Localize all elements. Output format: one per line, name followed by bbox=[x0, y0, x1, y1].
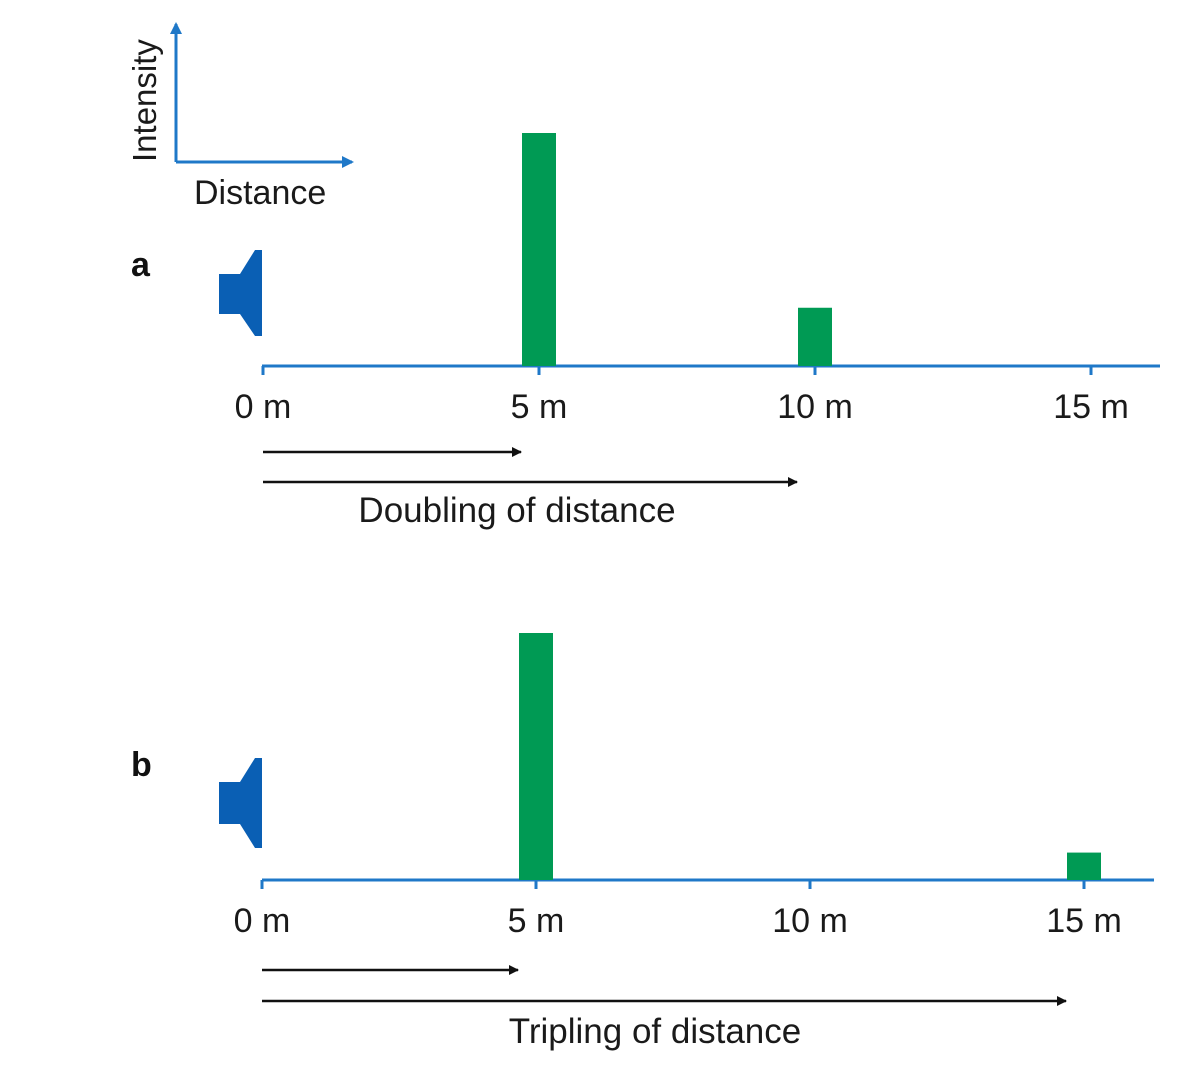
tick-label: 10 m bbox=[777, 388, 853, 426]
panel-caption: Doubling of distance bbox=[358, 491, 675, 530]
legend-x-label: Distance bbox=[194, 174, 326, 212]
tick-label: 10 m bbox=[772, 902, 848, 940]
panel-a: a 0 m 5 m 10 m 15 m Doubling of distance bbox=[131, 133, 1160, 530]
intensity-bar bbox=[798, 307, 832, 366]
intensity-bar bbox=[1067, 852, 1101, 880]
panel-letter: b bbox=[131, 746, 152, 784]
distance-arrows bbox=[262, 965, 1067, 1006]
distance-arrows bbox=[263, 447, 798, 487]
intensity-bar bbox=[519, 633, 553, 880]
speaker-icon bbox=[219, 250, 262, 336]
tick-group: 0 m 5 m 10 m 15 m bbox=[234, 880, 1122, 940]
tick-label: 5 m bbox=[511, 388, 568, 426]
tick-label: 15 m bbox=[1053, 388, 1129, 426]
bar-group bbox=[522, 133, 832, 366]
tick-label: 5 m bbox=[508, 902, 565, 940]
tick-label: 0 m bbox=[235, 388, 292, 426]
panel-caption: Tripling of distance bbox=[509, 1012, 801, 1051]
tick-group: 0 m 5 m 10 m 15 m bbox=[235, 366, 1129, 426]
legend-y-label: Intensity bbox=[126, 39, 163, 162]
intensity-bar bbox=[522, 133, 556, 366]
panel-letter: a bbox=[131, 246, 151, 284]
tick-label: 0 m bbox=[234, 902, 291, 940]
panel-b: b 0 m 5 m 10 m 15 m Tripling of distance bbox=[131, 633, 1154, 1051]
bar-group bbox=[519, 633, 1101, 880]
legend: Intensity Distance bbox=[126, 22, 354, 212]
tick-label: 15 m bbox=[1046, 902, 1122, 940]
speaker-icon bbox=[219, 758, 262, 848]
